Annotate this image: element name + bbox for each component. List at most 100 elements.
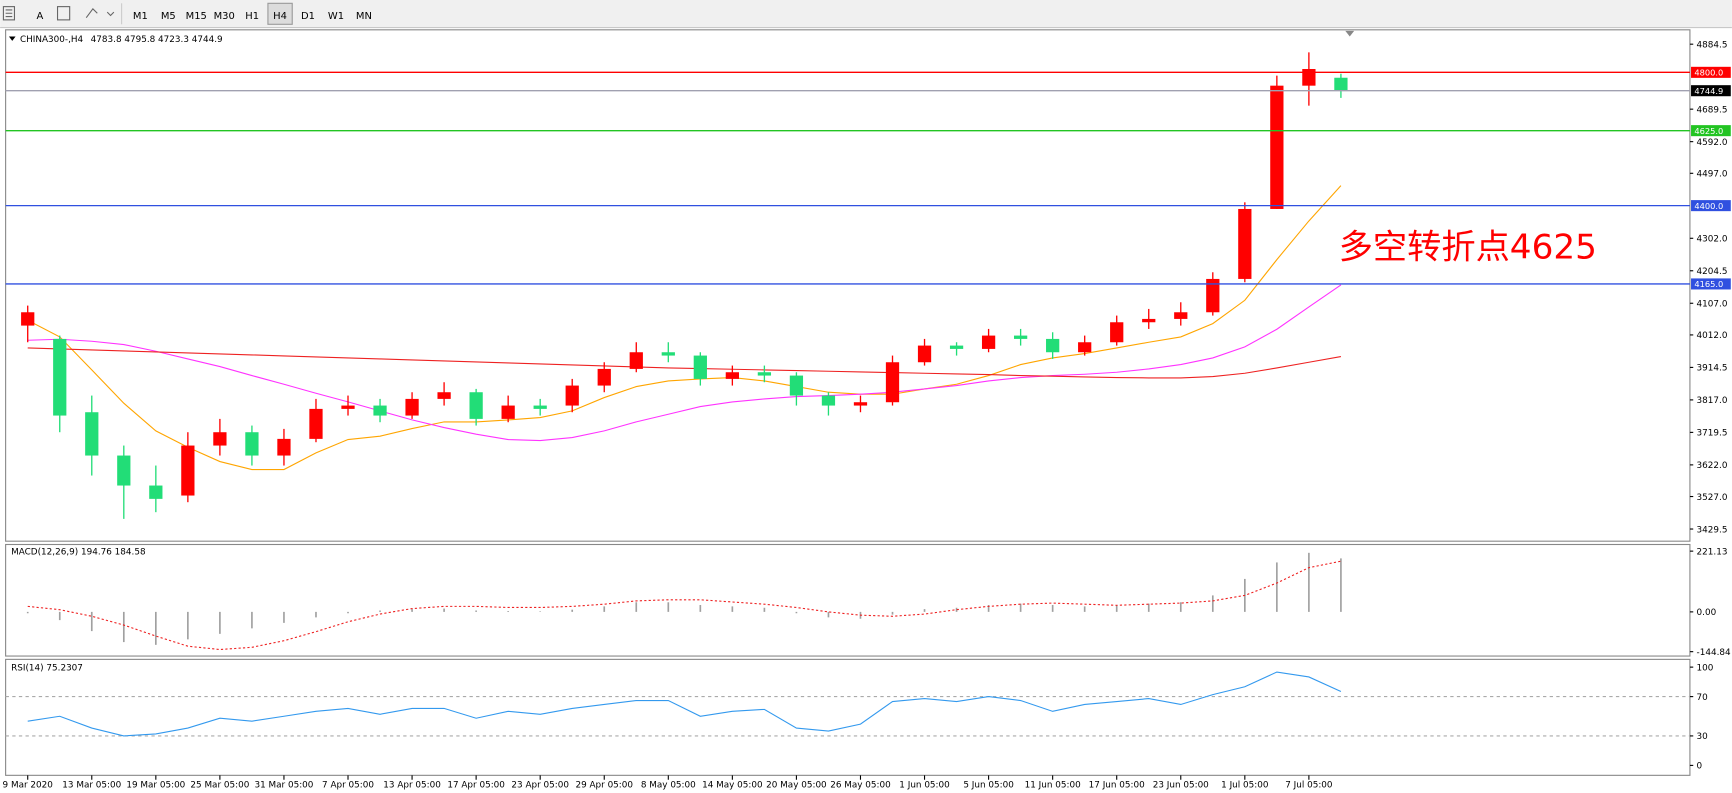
candle-body bbox=[1013, 335, 1028, 339]
annotation: 多空转折点4625 bbox=[1339, 227, 1597, 267]
x-tick-label: 9 Mar 2020 bbox=[3, 780, 54, 790]
y-tick-label: 4302.0 bbox=[1697, 235, 1728, 245]
x-tick-label: 5 Jun 05:00 bbox=[963, 780, 1014, 790]
y-tick-label: 3817.0 bbox=[1697, 396, 1728, 406]
timeframe-button[interactable]: M15 bbox=[186, 11, 207, 22]
candle-body bbox=[757, 372, 772, 376]
y-tick-label: 4107.0 bbox=[1697, 300, 1728, 310]
x-tick-label: 7 Jul 05:00 bbox=[1285, 780, 1333, 790]
candle-body bbox=[917, 345, 932, 363]
candle-body bbox=[1110, 322, 1124, 343]
y-tick-label: 100 bbox=[1697, 663, 1714, 673]
x-tick-label: 14 May 05:00 bbox=[702, 780, 763, 790]
timeframe-button[interactable]: D1 bbox=[301, 11, 315, 22]
candle-body bbox=[725, 372, 739, 379]
moving-average bbox=[27, 347, 1342, 379]
macd-panel bbox=[5, 543, 1691, 657]
y-tick-label: 4884.5 bbox=[1697, 40, 1728, 50]
x-tick-label: 1 Jul 05:00 bbox=[1221, 780, 1269, 790]
candle-body bbox=[533, 405, 547, 409]
timeframe-buttons: M1 M5 M15 M30 H1 H4 D1 W1 MN bbox=[133, 2, 372, 25]
candle-body bbox=[949, 345, 964, 349]
candle-body bbox=[85, 412, 99, 456]
candle-body bbox=[21, 312, 35, 326]
level-label-bg bbox=[1691, 200, 1731, 212]
moving-average bbox=[27, 185, 1342, 471]
level-label-bg bbox=[1691, 85, 1731, 97]
candle-body bbox=[1206, 278, 1220, 313]
icon-draw bbox=[85, 7, 98, 19]
y-tick-label: 3527.0 bbox=[1697, 493, 1728, 503]
level-label: 4744.9 bbox=[1694, 86, 1723, 96]
candle-body bbox=[1078, 342, 1092, 353]
timeframe-button[interactable]: H4 bbox=[273, 11, 287, 22]
candle-body bbox=[629, 352, 643, 369]
candle-body bbox=[789, 375, 804, 396]
icon-text bbox=[56, 6, 71, 21]
rsi-panel bbox=[5, 658, 1691, 776]
candle-body bbox=[1046, 338, 1060, 353]
active-button bbox=[267, 2, 293, 25]
x-tick-label: 1 Jun 05:00 bbox=[899, 780, 950, 790]
candle-body bbox=[693, 355, 707, 379]
font-button[interactable]: A bbox=[37, 11, 44, 22]
level-label: 4165.0 bbox=[1694, 279, 1723, 289]
candle-body bbox=[373, 405, 387, 416]
y-tick-label: 221.13 bbox=[1697, 547, 1728, 557]
y-tick-label: -144.84 bbox=[1697, 648, 1731, 658]
candle-body bbox=[565, 385, 579, 406]
timeframe-button[interactable]: M1 bbox=[133, 11, 148, 22]
candle-body bbox=[213, 432, 227, 446]
x-tick-label: 23 Apr 05:00 bbox=[511, 780, 569, 790]
candle-body bbox=[1238, 208, 1252, 279]
candle-body bbox=[469, 392, 483, 419]
candle-body bbox=[277, 438, 291, 456]
rsi-title: RSI(14) 75.2307 bbox=[11, 663, 83, 673]
x-tick-label: 13 Apr 05:00 bbox=[383, 780, 441, 790]
icon-list-lines bbox=[5, 9, 13, 18]
candle-body bbox=[661, 352, 675, 356]
candle-body bbox=[53, 338, 67, 416]
shift-marker bbox=[1345, 30, 1355, 37]
timeframe-button[interactable]: H1 bbox=[245, 11, 259, 22]
x-tick-label: 19 Mar 05:00 bbox=[126, 780, 185, 790]
candle-body bbox=[405, 398, 419, 416]
y-tick-label: 4204.5 bbox=[1697, 267, 1728, 277]
x-tick-label: 26 May 05:00 bbox=[830, 780, 891, 790]
candle-body bbox=[885, 362, 900, 403]
candle-body bbox=[1334, 77, 1348, 91]
y-tick-label: 3622.0 bbox=[1697, 461, 1728, 471]
symbol-title: CHINA300-,H4 bbox=[20, 35, 84, 45]
y-tick-label: 4012.0 bbox=[1697, 331, 1728, 341]
menu-arrow bbox=[8, 36, 16, 41]
candle-body bbox=[341, 405, 355, 409]
x-tick-label: 17 Jun 05:00 bbox=[1089, 780, 1145, 790]
y-tick-label: 3429.5 bbox=[1697, 525, 1728, 535]
timeframe-button[interactable]: M5 bbox=[161, 11, 176, 22]
macd-signal-line bbox=[27, 560, 1342, 651]
candle-body bbox=[597, 368, 611, 386]
candle-body bbox=[1142, 318, 1156, 323]
level-label-bg bbox=[1691, 125, 1731, 137]
candle-body bbox=[981, 335, 996, 349]
level-label-bg bbox=[1691, 66, 1731, 78]
x-tick-label: 23 Jun 05:00 bbox=[1153, 780, 1209, 790]
rsi-line bbox=[27, 671, 1342, 737]
icon-dropdown bbox=[106, 11, 115, 17]
y-tick-label: 30 bbox=[1697, 732, 1709, 742]
x-tick-label: 7 Apr 05:00 bbox=[322, 780, 374, 790]
x-tick-label: 29 Apr 05:00 bbox=[575, 780, 633, 790]
candle-body bbox=[181, 445, 195, 496]
y-tick-label: 4592.0 bbox=[1697, 138, 1728, 148]
x-tick-label: 8 May 05:00 bbox=[641, 780, 696, 790]
macd-title: MACD(12,26,9) 194.76 184.58 bbox=[11, 547, 146, 557]
candle-body bbox=[437, 392, 451, 399]
candle-body bbox=[821, 395, 836, 406]
timeframe-button[interactable]: M30 bbox=[214, 11, 235, 22]
timeframe-button[interactable]: MN bbox=[356, 11, 372, 22]
y-tick-label: 4689.5 bbox=[1697, 105, 1728, 115]
price-panel bbox=[5, 29, 1691, 542]
x-tick-label: 31 Mar 05:00 bbox=[254, 780, 313, 790]
timeframe-button[interactable]: W1 bbox=[328, 11, 344, 22]
